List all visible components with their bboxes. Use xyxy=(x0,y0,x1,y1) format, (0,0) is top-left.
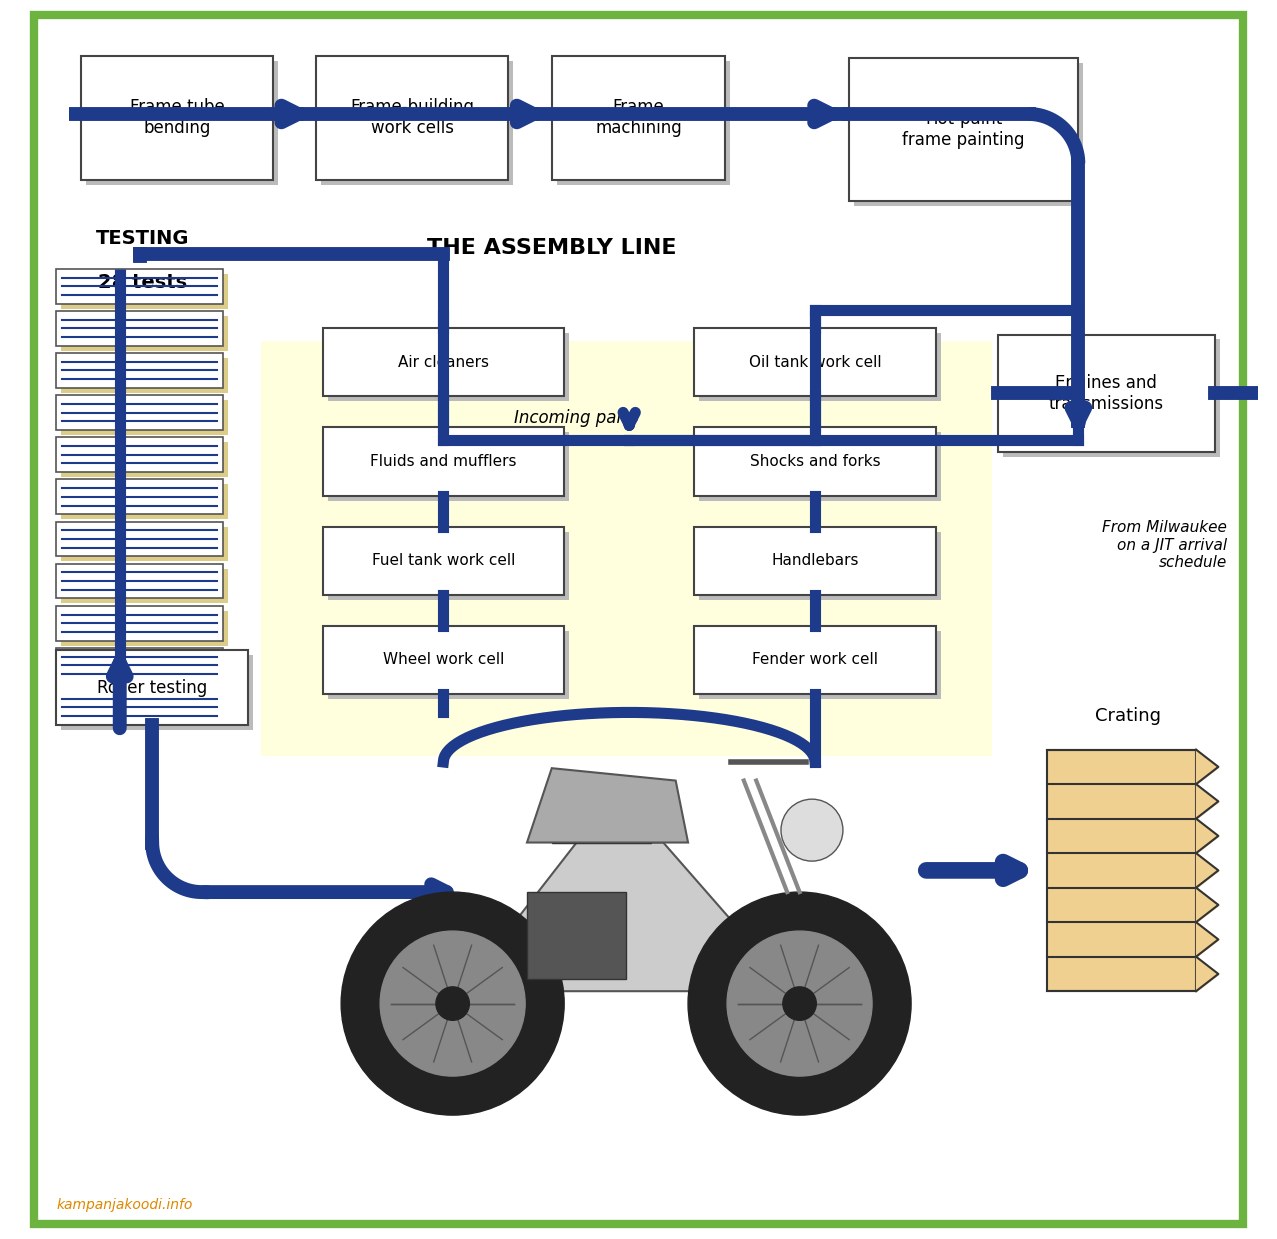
Text: 28 tests: 28 tests xyxy=(98,273,188,291)
Circle shape xyxy=(381,932,525,1075)
Text: Frame
machining: Frame machining xyxy=(595,98,682,138)
FancyBboxPatch shape xyxy=(56,395,223,430)
FancyBboxPatch shape xyxy=(56,437,223,472)
FancyBboxPatch shape xyxy=(695,427,936,496)
FancyBboxPatch shape xyxy=(56,269,223,304)
FancyBboxPatch shape xyxy=(695,527,936,595)
FancyBboxPatch shape xyxy=(700,432,941,501)
Text: Oil tank work cell: Oil tank work cell xyxy=(748,354,881,370)
Circle shape xyxy=(783,986,816,1021)
FancyBboxPatch shape xyxy=(56,690,223,725)
FancyBboxPatch shape xyxy=(327,631,570,699)
FancyBboxPatch shape xyxy=(849,58,1078,201)
FancyBboxPatch shape xyxy=(61,695,229,730)
FancyBboxPatch shape xyxy=(61,400,229,435)
Text: kampanjakoodi.info: kampanjakoodi.info xyxy=(56,1198,193,1212)
Polygon shape xyxy=(527,892,626,979)
FancyBboxPatch shape xyxy=(327,532,570,600)
FancyBboxPatch shape xyxy=(56,311,223,346)
Text: Fender work cell: Fender work cell xyxy=(752,652,879,668)
Circle shape xyxy=(688,892,911,1115)
Text: Fuel tank work cell: Fuel tank work cell xyxy=(372,553,515,569)
FancyBboxPatch shape xyxy=(323,427,564,496)
FancyBboxPatch shape xyxy=(327,432,570,501)
FancyBboxPatch shape xyxy=(61,655,253,730)
FancyBboxPatch shape xyxy=(56,648,223,683)
FancyBboxPatch shape xyxy=(56,353,223,388)
FancyBboxPatch shape xyxy=(86,61,278,185)
Text: Engines and
transmissions: Engines and transmissions xyxy=(1048,374,1163,413)
FancyBboxPatch shape xyxy=(700,631,941,699)
Text: Incoming parts: Incoming parts xyxy=(515,409,638,427)
Circle shape xyxy=(782,799,843,861)
Text: Roller testing: Roller testing xyxy=(97,679,207,696)
FancyBboxPatch shape xyxy=(56,522,223,556)
FancyBboxPatch shape xyxy=(61,569,229,603)
FancyBboxPatch shape xyxy=(61,653,229,688)
Text: Air cleaners: Air cleaners xyxy=(398,354,489,370)
Text: Fluids and mufflers: Fluids and mufflers xyxy=(370,453,517,470)
FancyBboxPatch shape xyxy=(61,484,229,519)
FancyBboxPatch shape xyxy=(1002,339,1220,457)
FancyBboxPatch shape xyxy=(700,333,941,401)
FancyBboxPatch shape xyxy=(700,532,941,600)
FancyBboxPatch shape xyxy=(557,61,730,185)
Text: Wheel work cell: Wheel work cell xyxy=(383,652,504,668)
FancyBboxPatch shape xyxy=(34,15,1243,1224)
FancyBboxPatch shape xyxy=(322,61,513,185)
FancyBboxPatch shape xyxy=(552,56,725,180)
FancyBboxPatch shape xyxy=(323,626,564,694)
Text: From Milwaukee
on a JIT arrival
schedule: From Milwaukee on a JIT arrival schedule xyxy=(1102,520,1227,570)
FancyBboxPatch shape xyxy=(56,564,223,598)
FancyBboxPatch shape xyxy=(323,527,564,595)
Polygon shape xyxy=(490,843,775,991)
Text: THE ASSEMBLY LINE: THE ASSEMBLY LINE xyxy=(427,238,677,258)
Polygon shape xyxy=(527,768,688,843)
FancyBboxPatch shape xyxy=(695,626,936,694)
FancyBboxPatch shape xyxy=(61,358,229,393)
FancyBboxPatch shape xyxy=(61,274,229,309)
Text: Handlebars: Handlebars xyxy=(771,553,859,569)
Circle shape xyxy=(341,892,564,1115)
FancyBboxPatch shape xyxy=(61,316,229,351)
Polygon shape xyxy=(552,805,651,843)
Text: TESTING: TESTING xyxy=(96,229,190,248)
FancyBboxPatch shape xyxy=(323,328,564,396)
FancyBboxPatch shape xyxy=(1047,750,1197,991)
FancyBboxPatch shape xyxy=(56,650,248,725)
FancyBboxPatch shape xyxy=(61,442,229,477)
FancyBboxPatch shape xyxy=(56,606,223,641)
Text: Frame tube
bending: Frame tube bending xyxy=(129,98,225,138)
FancyBboxPatch shape xyxy=(327,333,570,401)
Circle shape xyxy=(727,932,872,1075)
FancyBboxPatch shape xyxy=(695,328,936,396)
Text: Crating: Crating xyxy=(1094,706,1161,725)
Text: Frame-building
work cells: Frame-building work cells xyxy=(350,98,474,138)
FancyBboxPatch shape xyxy=(317,56,508,180)
FancyBboxPatch shape xyxy=(854,63,1083,206)
FancyBboxPatch shape xyxy=(261,341,992,756)
Text: Shocks and forks: Shocks and forks xyxy=(750,453,880,470)
FancyBboxPatch shape xyxy=(61,527,229,561)
Text: Hot-paint
frame painting: Hot-paint frame painting xyxy=(903,110,1025,149)
FancyBboxPatch shape xyxy=(997,335,1214,452)
FancyBboxPatch shape xyxy=(80,56,273,180)
FancyBboxPatch shape xyxy=(56,479,223,514)
FancyBboxPatch shape xyxy=(61,611,229,646)
Circle shape xyxy=(435,986,470,1021)
